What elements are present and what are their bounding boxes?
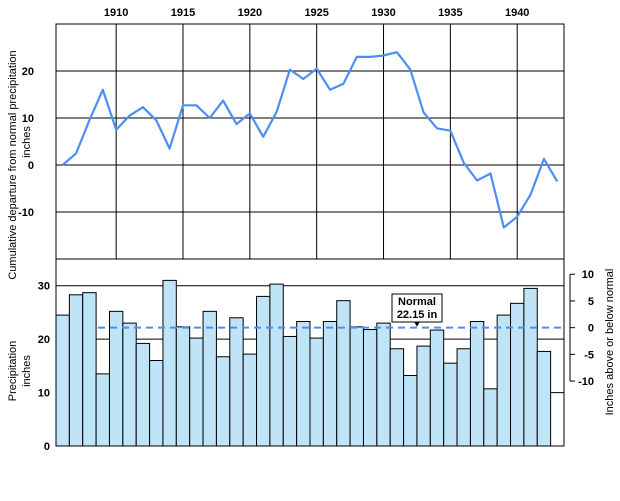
precipitation-bar [296,321,311,447]
precipitation-bar [456,348,471,447]
precipitation-bar [336,300,351,447]
precipitation-bar [443,362,458,447]
precipitation-bar [496,314,512,447]
precipitation-bar [362,329,378,447]
top-y-tick-label: -10 [18,207,34,219]
precipitation-bar [469,321,485,447]
precipitation-bar [322,321,338,447]
precipitation-bar [536,350,552,447]
bottom-y-axis-label-line1: Precipitation [7,341,19,402]
bottom-y-axis-label-line2: inches [21,355,33,387]
precipitation-bar [376,322,391,447]
right-y-tick-label: 10 [582,269,594,281]
precipitation-bar [82,292,97,447]
cumulative-departure-line [61,51,559,229]
precipitation-bar [389,348,405,447]
precipitation-bar [242,353,258,447]
top-y-tick-label: 0 [28,160,34,172]
precipitation-bar [483,388,498,447]
precipitation-bar [269,283,284,447]
normal-label-box [391,293,443,323]
precipitation-bar [215,356,231,447]
top-x-tick-label: 1930 [371,7,395,19]
precipitation-bar [416,345,431,447]
bottom-right-axis: 10 5 0 -5 -10 [569,269,594,388]
precipitation-bar [55,314,70,447]
cumulative-departure-series [61,51,559,229]
top-x-tick-label: 1925 [304,7,328,19]
precipitation-bar [349,326,364,447]
bottom-y-tick-label: 30 [38,281,50,293]
bottom-y-tick-label: 0 [44,441,50,453]
precipitation-bar [403,374,418,447]
bottom-y-tick-label: 10 [38,388,50,400]
top-y-axis-label-line2: inches [21,126,33,158]
right-y-tick-label: 5 [588,296,594,308]
precipitation-bar [523,287,538,447]
normal-label-line2: 22.15 in [397,309,438,321]
right-y-tick-label: 0 [588,323,594,335]
right-y-axis-label: Inches above or below normal [604,269,616,416]
right-y-tick-label: -10 [578,376,594,388]
right-y-tick-label: -5 [584,349,594,361]
precipitation-bar [108,310,124,447]
top-grid [56,24,564,259]
precipitation-bar [282,335,298,447]
normal-arrow-head [414,321,420,327]
top-x-tick-label: 1910 [104,7,128,19]
bottom-y-tick-labels: 0 10 20 30 [38,281,50,453]
top-y-tick-label: 10 [22,113,34,125]
precipitation-bar [68,294,84,447]
top-y-axis-label-line1: Cumulative departure from normal precipi… [7,50,19,279]
precipitation-bar [429,329,445,447]
precipitation-bar [189,337,204,447]
normal-label-line1: Normal [398,296,436,308]
precipitation-bars [55,279,552,447]
top-x-tick-label: 1915 [171,7,195,19]
top-plot-frame [55,23,565,260]
precipitation-bar [162,279,177,447]
precipitation-bar [256,295,271,447]
top-x-tick-label: 1940 [505,7,529,19]
precipitation-bar [95,373,110,447]
precipitation-bar [309,337,324,447]
precipitation-bar [202,310,217,447]
precipitation-bar [122,322,137,447]
precipitation-bar [135,342,151,447]
top-y-tick-labels: -10 0 10 20 [18,66,34,219]
top-x-tick-label: 1920 [238,7,262,19]
cumulative-departure-chart: -10 0 10 20 1910 1915 1920 1925 1930 1935 1940 Cu… [7,7,565,280]
top-x-tick-labels: 1910 1915 1920 1925 1930 1935 1940 [104,7,530,19]
precipitation-bar [510,302,525,447]
precipitation-bar [149,360,164,447]
top-y-tick-label: 20 [22,66,34,78]
bottom-y-tick-label: 20 [38,334,50,346]
precipitation-bar [175,326,191,447]
top-x-tick-label: 1935 [438,7,462,19]
precipitation-bar [229,317,244,447]
